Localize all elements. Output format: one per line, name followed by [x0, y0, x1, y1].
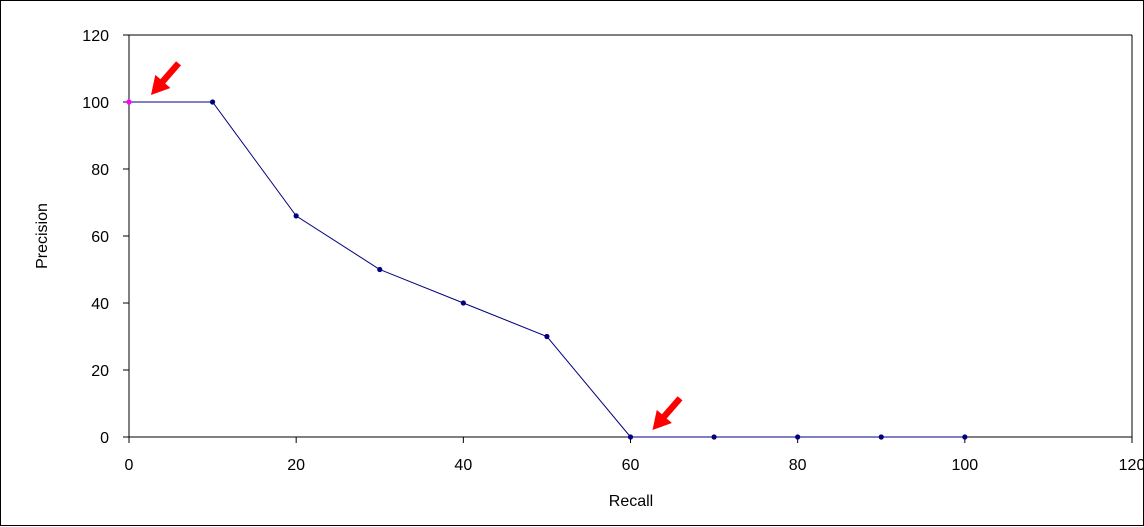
data-point — [209, 99, 216, 105]
y-tick-label: 60 — [91, 229, 109, 246]
y-tick-label: 100 — [82, 95, 109, 112]
series-group — [126, 99, 968, 440]
y-tick-label: 40 — [91, 296, 109, 313]
y-tick-label: 20 — [91, 363, 109, 380]
series-line — [129, 101, 965, 438]
annotation-arrow — [151, 61, 181, 95]
axes — [128, 34, 1133, 438]
x-tick-label: 40 — [454, 457, 472, 474]
x-ticks: 0 20 40 60 80 100 120 — [125, 437, 1144, 474]
x-tick-label: 0 — [125, 457, 134, 474]
data-point — [711, 434, 717, 440]
data-point — [795, 434, 801, 440]
data-point — [627, 434, 634, 440]
x-tick-label: 20 — [287, 457, 305, 474]
y-tick-label: 120 — [82, 28, 109, 45]
data-point — [544, 333, 550, 340]
x-tick-label: 120 — [1119, 457, 1144, 474]
y-tick-label: 0 — [100, 430, 109, 447]
data-point — [878, 434, 884, 440]
data-point — [126, 99, 132, 105]
y-tick-label: 80 — [91, 162, 109, 179]
data-point — [293, 213, 299, 219]
x-tick-label: 80 — [789, 457, 807, 474]
x-axis-title: Recall — [609, 493, 653, 510]
y-ticks: 0 20 40 60 80 100 120 — [82, 28, 129, 447]
x-tick-label: 100 — [951, 457, 978, 474]
data-point — [377, 266, 383, 273]
annotations — [151, 61, 683, 430]
data-point — [460, 300, 466, 306]
data-point — [962, 434, 968, 440]
y-axis-title: Precision — [34, 203, 51, 269]
x-tick-label: 60 — [622, 457, 640, 474]
annotation-arrow — [652, 396, 683, 430]
